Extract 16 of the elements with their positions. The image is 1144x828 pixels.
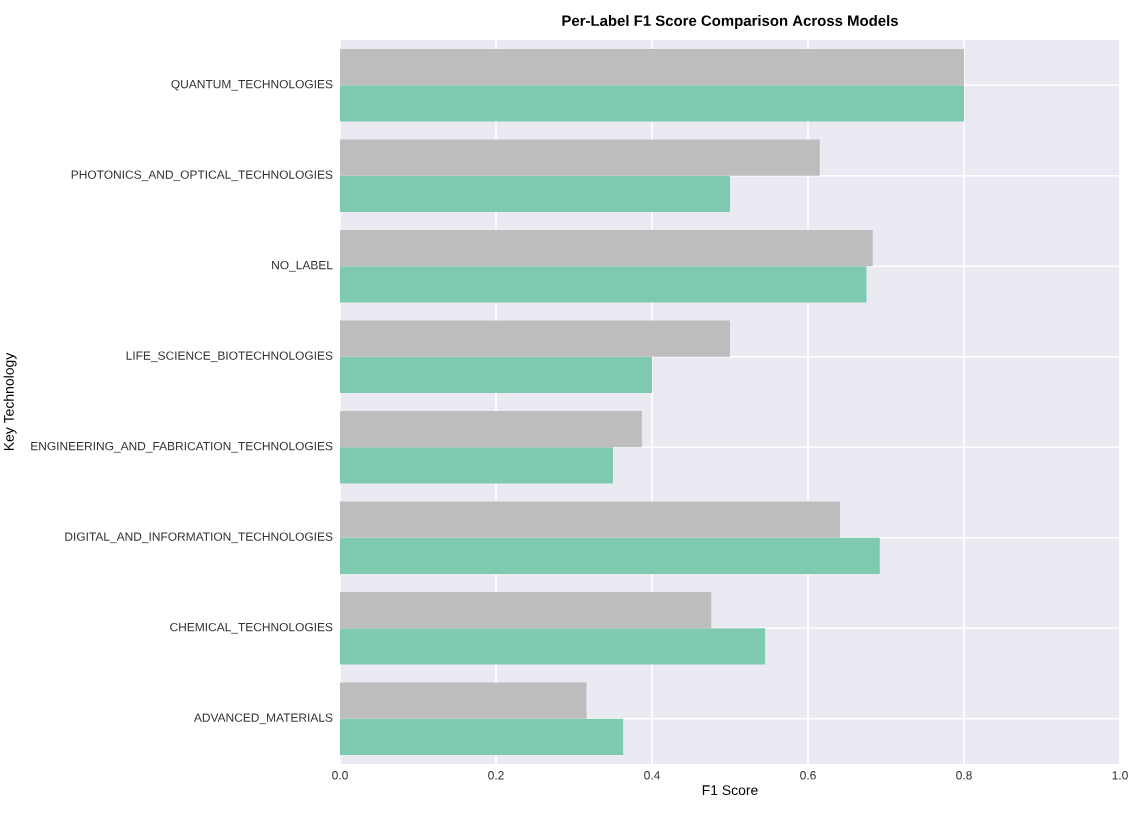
bar: [340, 447, 613, 484]
bar: [340, 356, 652, 393]
bar: [340, 537, 880, 574]
bar: [340, 501, 840, 538]
bar: [340, 49, 965, 86]
bar: [340, 85, 965, 122]
bar: [340, 718, 624, 755]
bar: [340, 592, 712, 629]
bar: [340, 682, 587, 719]
bar: [340, 139, 820, 176]
bar: [340, 230, 873, 267]
bar: [340, 266, 867, 303]
bar: [340, 175, 730, 212]
bar: [340, 320, 730, 357]
bar: [340, 628, 766, 665]
bar: [340, 411, 642, 448]
